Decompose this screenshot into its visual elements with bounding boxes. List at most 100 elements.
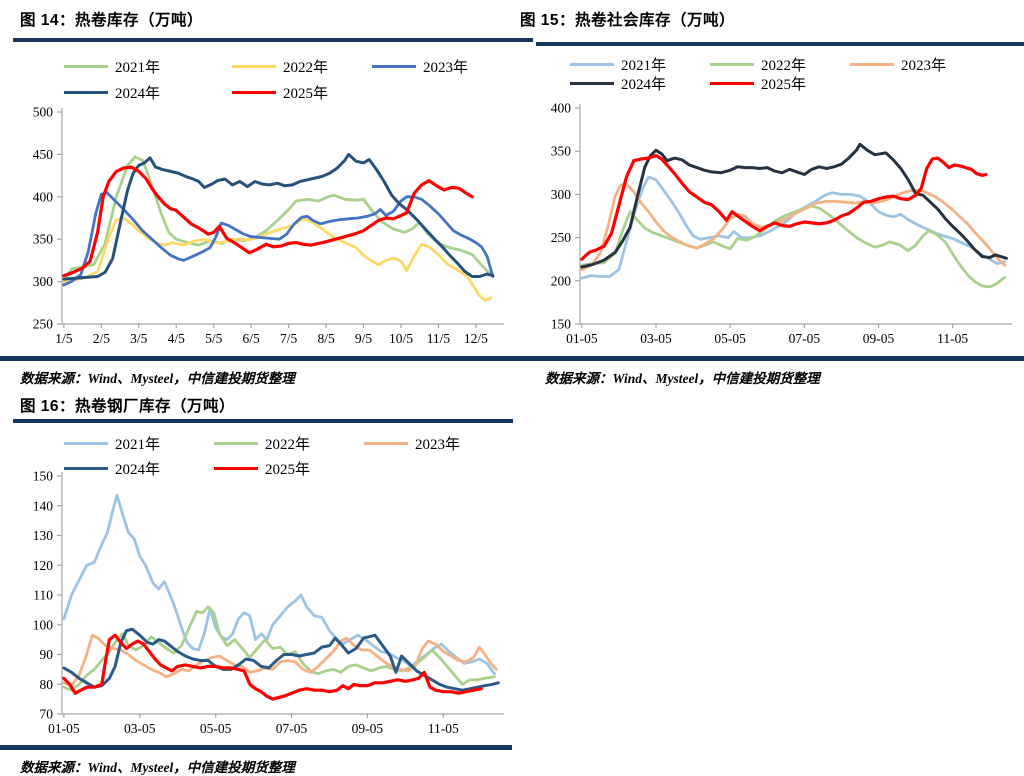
series-line-2024	[62, 627, 500, 692]
x-tick-label: 7/5	[280, 331, 298, 346]
x-tick-label: 11-05	[428, 721, 459, 736]
y-tick-label: 500	[33, 105, 54, 120]
legend-label: 2021年	[115, 60, 161, 76]
legend-label: 2021年	[115, 437, 161, 453]
y-tick-label: 200	[551, 273, 572, 288]
y-tick-label: 250	[33, 317, 54, 332]
legend-line-swatch	[232, 64, 276, 69]
legend-item-2021: 2021年	[570, 55, 710, 74]
legend-line-swatch	[64, 64, 108, 69]
legend-line-swatch	[64, 466, 108, 471]
legend-line-swatch	[850, 62, 894, 67]
chart-hot-coil-social-inventory: 150 200 250 300 350 400 01-05 03-05 05-05 07-05 09…	[551, 101, 1012, 346]
legend-label: 2025年	[283, 86, 329, 102]
series-line-2023	[62, 191, 495, 287]
figure15-legend: 2021年 2022年 2023年 2024年 2025年	[570, 55, 946, 93]
y-tick-label: 450	[33, 147, 54, 162]
figure15-source: 数据来源：Wind、Mysteel，中信建投期货整理	[545, 371, 820, 386]
y-tick-label: 80	[40, 677, 54, 692]
series-line-2023	[580, 182, 1007, 272]
legend-item-2025: 2025年	[710, 74, 850, 93]
legend-item-2024: 2024年	[64, 83, 232, 102]
legend-item-2022: 2022年	[232, 57, 372, 76]
legend-item-2023: 2023年	[372, 57, 468, 76]
figure14-title: 图 14：热卷库存（万吨）	[20, 12, 204, 29]
legend-item-2024: 2024年	[64, 459, 214, 478]
legend-label: 2025年	[761, 77, 807, 93]
x-tick-label: 11/5	[427, 331, 451, 346]
legend-label: 2021年	[621, 58, 667, 74]
y-tick-label: 100	[33, 617, 54, 632]
legend-label: 2022年	[761, 58, 807, 74]
y-tick-label: 70	[40, 707, 54, 722]
x-tick-label: 1/5	[55, 331, 73, 346]
x-tick-label: 12/5	[464, 331, 488, 346]
series-line-2025	[580, 153, 988, 261]
legend-line-swatch	[214, 466, 258, 471]
x-tick-label: 8/5	[317, 331, 335, 346]
series-line-2023	[62, 633, 498, 688]
x-tick-label: 6/5	[243, 331, 261, 346]
x-tick-label: 3/5	[130, 331, 148, 346]
x-tick-label: 11-05	[937, 331, 968, 346]
y-tick-label: 350	[33, 232, 54, 247]
figure15-title-rule	[536, 42, 1024, 46]
x-tick-label: 09-05	[352, 721, 384, 736]
legend-item-2021: 2021年	[64, 434, 214, 453]
legend-label: 2024年	[115, 86, 161, 102]
figure16-source: 数据来源：Wind、Mysteel，中信建投期货整理	[20, 760, 295, 775]
y-tick-label: 110	[33, 588, 53, 603]
x-tick-label: 9/5	[355, 331, 373, 346]
legend-line-swatch	[64, 90, 108, 95]
legend-label: 2023年	[423, 60, 469, 76]
legend-line-swatch	[64, 441, 108, 446]
x-tick-label: 10/5	[389, 331, 413, 346]
series-line-2025	[62, 633, 483, 701]
x-tick-label: 07-05	[276, 721, 308, 736]
legend-label: 2024年	[621, 77, 667, 93]
x-tick-label: 01-05	[48, 721, 80, 736]
y-tick-label: 400	[33, 189, 54, 204]
figure16-legend: 2021年 2022年 2023年 2024年 2025年	[64, 434, 460, 478]
figure16-title: 图 16：热卷钢厂库存（万吨）	[20, 398, 236, 415]
y-tick-label: 300	[33, 274, 54, 289]
x-tick-label: 05-05	[714, 331, 746, 346]
y-tick-label: 120	[33, 558, 54, 573]
legend-item-2024: 2024年	[570, 74, 710, 93]
series-line-2022	[580, 204, 1007, 289]
series-line-2025	[62, 165, 474, 278]
chart-hot-coil-mill-inventory: 70 80 90 100 110 120 130 140 150 01-05 03-05 05-05 0…	[33, 469, 504, 736]
x-tick-label: 2/5	[93, 331, 111, 346]
y-tick-label: 130	[33, 528, 54, 543]
legend-item-2023: 2023年	[364, 434, 460, 453]
x-tick-label: 01-05	[566, 331, 598, 346]
y-tick-label: 140	[33, 498, 54, 513]
figure15-title: 图 15：热卷社会库存（万吨）	[520, 12, 736, 29]
legend-line-swatch	[214, 441, 258, 446]
legend-item-2022: 2022年	[710, 55, 850, 74]
chart-hot-coil-inventory: 250 300 350 400 450 500 1/5 2/5 3/5 4/5 5/5 6/5 7/5 8…	[33, 105, 504, 346]
series-line-2022	[62, 605, 496, 692]
figure16-bottom-rule	[0, 745, 512, 750]
y-tick-label: 350	[551, 144, 572, 159]
top-row-bottom-rule	[0, 356, 1024, 361]
legend-item-2021: 2021年	[64, 57, 232, 76]
x-tick-label: 03-05	[124, 721, 156, 736]
x-tick-label: 09-05	[863, 331, 895, 346]
legend-line-swatch	[570, 81, 614, 86]
x-tick-label: 5/5	[205, 331, 223, 346]
legend-label: 2022年	[265, 437, 311, 453]
legend-line-swatch	[710, 62, 754, 67]
figure14-legend: 2021年 2022年 2023年 2024年 2025年	[64, 57, 468, 102]
x-tick-label: 03-05	[640, 331, 672, 346]
legend-item-2022: 2022年	[214, 434, 364, 453]
y-tick-label: 150	[33, 469, 54, 484]
legend-label: 2022年	[283, 60, 329, 76]
legend-label: 2025年	[265, 462, 311, 478]
series-line-2024	[580, 142, 1008, 269]
figure14-title-rule	[13, 38, 533, 42]
legend-item-2023: 2023年	[850, 55, 946, 74]
legend-label: 2023年	[901, 58, 947, 74]
legend-line-swatch	[570, 62, 614, 67]
